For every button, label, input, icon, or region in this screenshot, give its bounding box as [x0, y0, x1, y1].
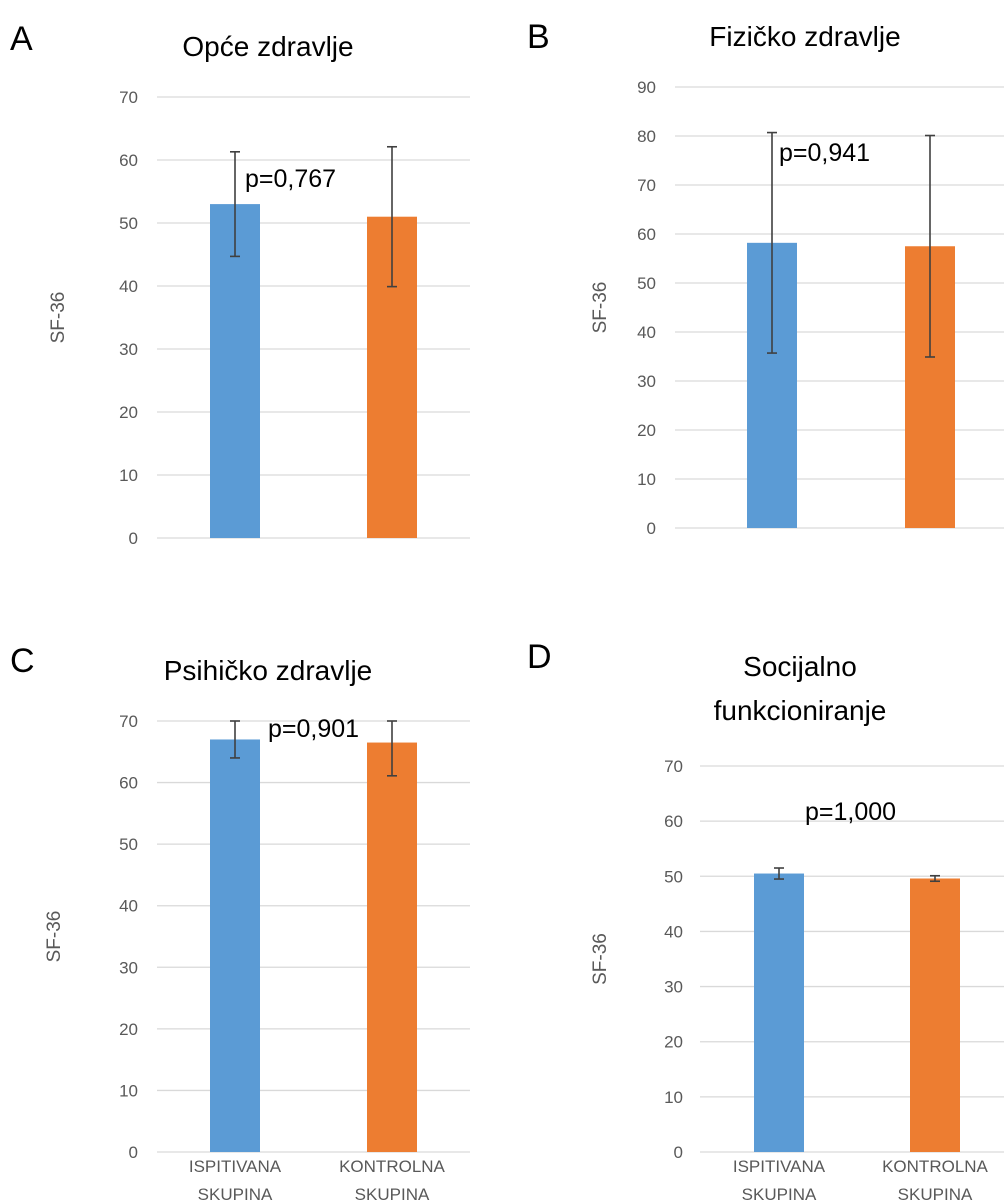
- chart-panel-a: A Opće zdravlje SF-36 0 10 20 30 40 50 60 70 p=0,76…: [10, 20, 470, 548]
- y-tick-label: 40: [119, 277, 138, 296]
- y-tick-label: 20: [119, 1020, 138, 1039]
- chart-panel-b: B Fizičko zdravlje SF-36 0 10 20 30 40 50 60 70 80 9…: [527, 18, 1004, 538]
- y-tick-label: 40: [664, 922, 683, 941]
- y-tick-label: 30: [664, 978, 683, 997]
- chart-title: Socijalno: [743, 651, 857, 682]
- y-tick-label: 0: [129, 529, 138, 548]
- y-tick-label: 10: [119, 1081, 138, 1100]
- bar: [367, 742, 417, 1152]
- y-tick-label: 50: [119, 835, 138, 854]
- y-tick-label: 50: [119, 214, 138, 233]
- x-category-label: ISPITIVANA: [189, 1157, 282, 1176]
- bar: [910, 878, 960, 1152]
- y-tick-label: 20: [637, 421, 656, 440]
- y-tick-label: 70: [637, 176, 656, 195]
- panel-letter: A: [10, 20, 33, 58]
- y-tick-label: 0: [674, 1143, 683, 1162]
- p-value-annotation: p=0,767: [245, 165, 336, 193]
- chart-title: Opće zdravlje: [182, 31, 353, 62]
- x-category-label: SKUPINA: [198, 1185, 273, 1200]
- p-value-annotation: p=1,000: [805, 798, 896, 826]
- bar: [754, 873, 804, 1152]
- y-tick-label: 10: [119, 466, 138, 485]
- y-tick-label: 70: [119, 712, 138, 731]
- chart-title: funkcioniranje: [714, 695, 887, 726]
- y-tick-label: 60: [637, 225, 656, 244]
- y-tick-label: 10: [637, 470, 656, 489]
- y-tick-label: 30: [119, 340, 138, 359]
- y-tick-label: 30: [119, 958, 138, 977]
- y-tick-label: 70: [119, 88, 138, 107]
- y-tick-label: 60: [119, 151, 138, 170]
- y-tick-label: 30: [637, 372, 656, 391]
- y-tick-label: 80: [637, 127, 656, 146]
- panel-letter: D: [527, 638, 552, 676]
- chart-panel-c: C Psihičko zdravlje SF-36 0 10 20 30 40 50 60 70 p=…: [10, 642, 470, 1200]
- y-tick-label: 50: [664, 867, 683, 886]
- x-category-label: SKUPINA: [742, 1185, 817, 1200]
- p-value-annotation: p=0,941: [779, 139, 870, 167]
- y-tick-label: 20: [664, 1033, 683, 1052]
- panel-letter: B: [527, 18, 550, 56]
- y-axis-label: SF-36: [590, 933, 611, 985]
- y-tick-label: 60: [664, 812, 683, 831]
- x-category-label: KONTROLNA: [882, 1157, 988, 1176]
- y-tick-label: 20: [119, 403, 138, 422]
- y-tick-label: 40: [119, 897, 138, 916]
- x-category-label: SKUPINA: [355, 1185, 430, 1200]
- y-tick-label: 50: [637, 274, 656, 293]
- y-axis-label: SF-36: [590, 282, 611, 334]
- bar: [210, 204, 260, 538]
- y-tick-label: 40: [637, 323, 656, 342]
- y-tick-label: 10: [664, 1088, 683, 1107]
- y-tick-label: 60: [119, 774, 138, 793]
- bar: [210, 739, 260, 1152]
- chart-title: Fizičko zdravlje: [709, 21, 900, 52]
- y-axis-label: SF-36: [44, 911, 65, 963]
- y-tick-label: 0: [647, 519, 656, 538]
- y-tick-label: 90: [637, 78, 656, 97]
- chart-panel-d: D Socijalno funkcioniranje SF-36 0 10 20 30 40 50…: [527, 638, 1004, 1200]
- y-tick-label: 0: [129, 1143, 138, 1162]
- panel-letter: C: [10, 642, 35, 680]
- y-axis-label: SF-36: [48, 292, 69, 344]
- p-value-annotation: p=0,901: [268, 715, 359, 743]
- x-category-label: ISPITIVANA: [733, 1157, 826, 1176]
- chart-title: Psihičko zdravlje: [164, 655, 373, 686]
- x-category-label: SKUPINA: [898, 1185, 973, 1200]
- x-category-label: KONTROLNA: [339, 1157, 445, 1176]
- y-tick-label: 70: [664, 757, 683, 776]
